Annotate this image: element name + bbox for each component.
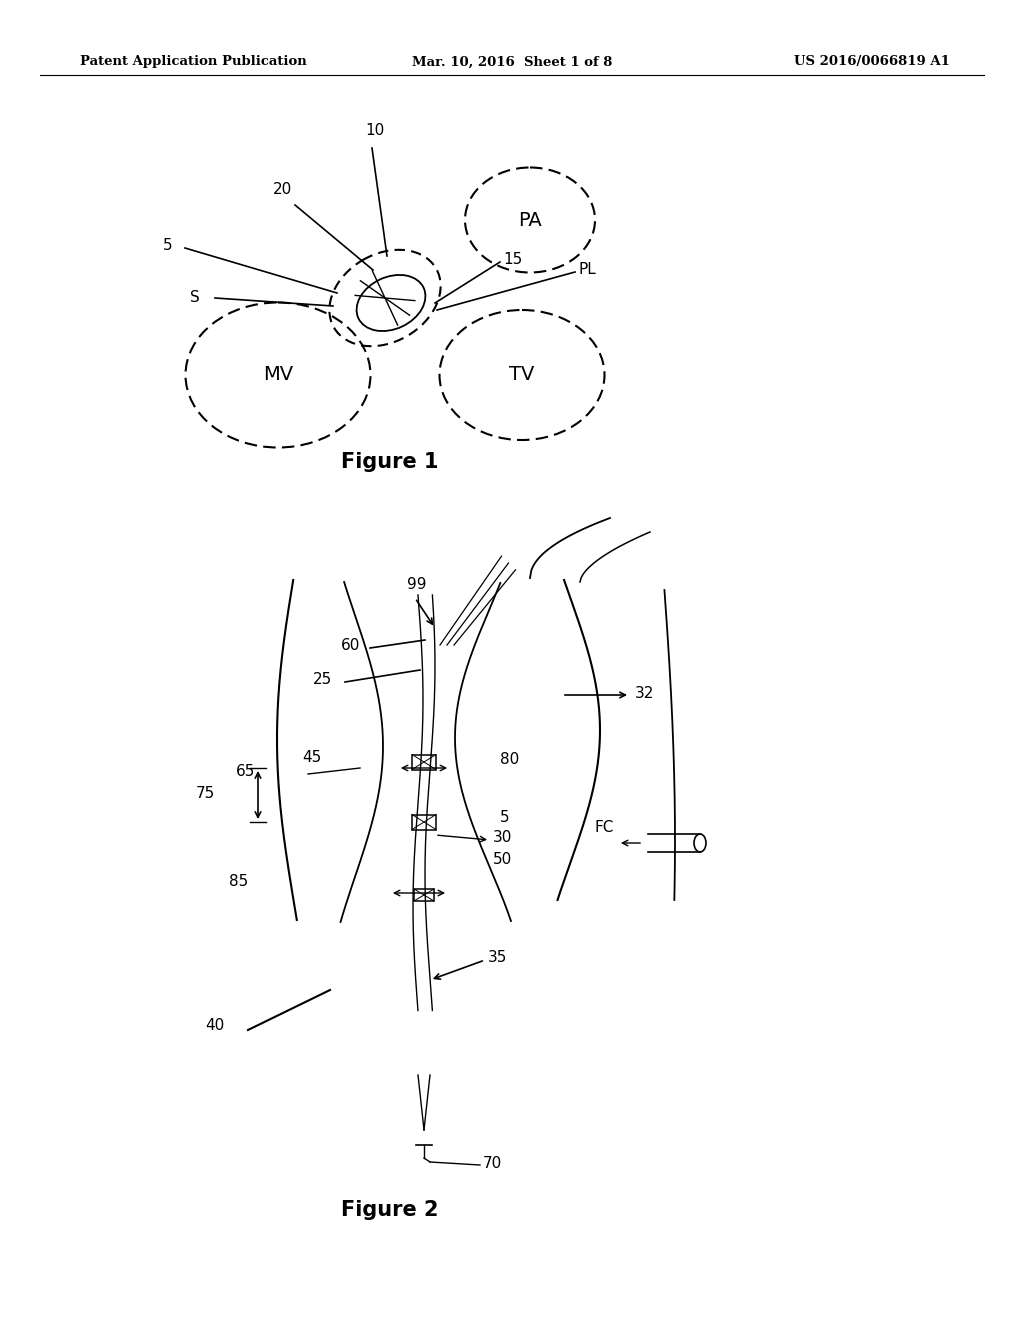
Text: 70: 70 <box>483 1155 502 1171</box>
Text: 65: 65 <box>236 764 255 780</box>
Text: S: S <box>190 290 200 305</box>
Text: 35: 35 <box>488 949 507 965</box>
Text: 5: 5 <box>163 238 172 252</box>
Text: 20: 20 <box>273 182 293 197</box>
Text: Patent Application Publication: Patent Application Publication <box>80 55 307 69</box>
Text: PA: PA <box>518 210 542 230</box>
Text: 30: 30 <box>493 830 512 846</box>
Text: 99: 99 <box>408 577 427 591</box>
Text: MV: MV <box>263 366 293 384</box>
Text: 45: 45 <box>302 750 322 764</box>
Text: Figure 2: Figure 2 <box>341 1200 438 1220</box>
Text: 85: 85 <box>228 874 248 890</box>
Text: 50: 50 <box>493 853 512 867</box>
Text: Mar. 10, 2016  Sheet 1 of 8: Mar. 10, 2016 Sheet 1 of 8 <box>412 55 612 69</box>
Text: 10: 10 <box>366 123 385 139</box>
Text: 5: 5 <box>500 810 510 825</box>
Text: TV: TV <box>509 366 535 384</box>
Text: 25: 25 <box>312 672 332 688</box>
Text: 60: 60 <box>341 639 360 653</box>
Text: 15: 15 <box>503 252 522 268</box>
Text: Figure 1: Figure 1 <box>341 451 438 473</box>
Bar <box>412 755 436 770</box>
Text: 32: 32 <box>635 685 654 701</box>
Text: 40: 40 <box>206 1018 225 1032</box>
Text: US 2016/0066819 A1: US 2016/0066819 A1 <box>795 55 950 69</box>
Text: PL: PL <box>578 263 596 277</box>
Bar <box>412 814 436 829</box>
Text: FC: FC <box>595 821 614 836</box>
Text: 75: 75 <box>196 785 215 800</box>
Text: 80: 80 <box>500 752 519 767</box>
Bar <box>414 888 434 902</box>
